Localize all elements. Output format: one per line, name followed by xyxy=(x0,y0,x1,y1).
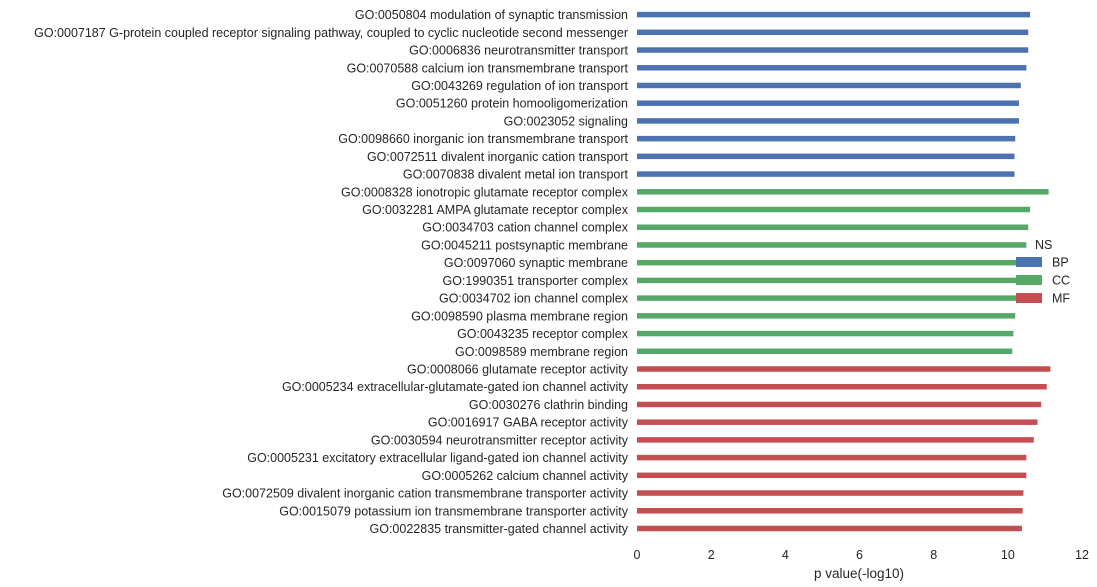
bar-mf-23 xyxy=(637,401,1042,408)
x-tick-label-0: 0 xyxy=(634,548,641,562)
bar-mf-24 xyxy=(637,419,1038,425)
category-label-7: GO:0023052 signaling xyxy=(504,114,628,128)
bar-bp-4 xyxy=(637,65,1027,71)
x-axis-label: p value(-log10) xyxy=(814,566,904,581)
x-tick-label-12: 12 xyxy=(1075,548,1089,562)
bar-bp-10 xyxy=(637,171,1015,177)
category-label-29: GO:0015079 potassium ion transmembrane t… xyxy=(279,504,629,518)
legend-title: NS xyxy=(1035,238,1052,252)
bar-bp-6 xyxy=(637,100,1019,106)
bar-cc-18 xyxy=(637,313,1016,319)
category-label-9: GO:0072511 divalent inorganic cation tra… xyxy=(367,150,629,164)
category-label-5: GO:0043269 regulation of ion transport xyxy=(411,79,628,93)
legend-swatch-bp xyxy=(1016,257,1042,267)
bar-cc-11 xyxy=(637,189,1049,195)
category-label-26: GO:0005231 excitatory extracellular liga… xyxy=(247,451,629,465)
category-labels: GO:0050804 modulation of synaptic transm… xyxy=(34,8,629,536)
x-tick-label-2: 2 xyxy=(708,548,715,562)
x-tick-label-6: 6 xyxy=(856,548,863,562)
legend-label-cc: CC xyxy=(1052,274,1070,288)
legend: NS BP CC MF xyxy=(1016,238,1070,306)
category-label-11: GO:0008328 ionotropic glutamate receptor… xyxy=(341,185,629,199)
bar-mf-28 xyxy=(637,490,1024,496)
x-tick-label-8: 8 xyxy=(930,548,937,562)
bar-mf-21 xyxy=(637,366,1051,372)
bars-layer xyxy=(637,11,1051,532)
category-label-25: GO:0030594 neurotransmitter receptor act… xyxy=(371,433,629,447)
category-label-23: GO:0030276 clathrin binding xyxy=(469,398,628,412)
category-label-22: GO:0005234 extracellular-glutamate-gated… xyxy=(282,380,629,394)
category-label-27: GO:0005262 calcium channel activity xyxy=(422,469,629,483)
bar-cc-19 xyxy=(637,330,1014,337)
category-label-21: GO:0008066 glutamate receptor activity xyxy=(407,363,629,377)
x-tick-label-4: 4 xyxy=(782,548,789,562)
category-label-19: GO:0043235 receptor complex xyxy=(457,327,629,341)
category-label-18: GO:0098590 plasma membrane region xyxy=(411,309,628,323)
bar-mf-25 xyxy=(637,437,1034,443)
x-tick-labels: 0 2 4 6 8 10 12 xyxy=(634,548,1089,562)
bar-mf-22 xyxy=(637,383,1047,390)
category-label-1: GO:0050804 modulation of synaptic transm… xyxy=(355,8,628,22)
category-label-30: GO:0022835 transmitter-gated channel act… xyxy=(370,522,629,536)
bar-bp-3 xyxy=(637,47,1029,53)
legend-label-bp: BP xyxy=(1052,256,1069,270)
category-label-28: GO:0072509 divalent inorganic cation tra… xyxy=(222,487,629,501)
category-label-10: GO:0070838 divalent metal ion transport xyxy=(403,168,629,182)
category-label-12: GO:0032281 AMPA glutamate receptor compl… xyxy=(362,203,629,217)
category-label-20: GO:0098589 membrane region xyxy=(455,345,628,359)
bar-cc-17 xyxy=(637,295,1016,301)
bar-cc-16 xyxy=(637,277,1018,284)
legend-entries: BP CC MF xyxy=(1016,256,1070,306)
bar-cc-12 xyxy=(637,206,1031,213)
bar-bp-8 xyxy=(637,135,1016,142)
bar-mf-30 xyxy=(637,525,1022,532)
bar-bp-1 xyxy=(637,11,1031,18)
category-label-4: GO:0070588 calcium ion transmembrane tra… xyxy=(347,61,629,75)
category-label-15: GO:0097060 synaptic membrane xyxy=(444,256,628,270)
bar-mf-29 xyxy=(637,508,1023,514)
bar-bp-2 xyxy=(637,29,1029,36)
bar-mf-27 xyxy=(637,472,1027,479)
bar-mf-26 xyxy=(637,454,1027,461)
category-label-2: GO:0007187 G-protein coupled receptor si… xyxy=(34,26,628,40)
bar-bp-9 xyxy=(637,153,1015,160)
legend-swatch-cc xyxy=(1016,275,1042,285)
category-label-6: GO:0051260 protein homooligomerization xyxy=(396,97,628,111)
bar-cc-20 xyxy=(637,348,1013,355)
bar-bp-7 xyxy=(637,118,1019,124)
category-label-13: GO:0034703 cation channel complex xyxy=(422,221,628,235)
category-label-3: GO:0006836 neurotransmitter transport xyxy=(409,44,628,58)
category-label-16: GO:1990351 transporter complex xyxy=(442,274,628,288)
x-tick-label-10: 10 xyxy=(1001,548,1015,562)
bar-cc-15 xyxy=(637,259,1025,266)
category-label-24: GO:0016917 GABA receptor activity xyxy=(428,416,629,430)
bar-cc-13 xyxy=(637,224,1029,230)
bar-bp-5 xyxy=(637,82,1021,89)
bar-cc-14 xyxy=(637,242,1027,248)
legend-label-mf: MF xyxy=(1052,292,1070,306)
legend-swatch-mf xyxy=(1016,293,1042,303)
category-label-17: GO:0034702 ion channel complex xyxy=(439,292,629,306)
category-label-14: GO:0045211 postsynaptic membrane xyxy=(421,238,628,252)
category-label-8: GO:0098660 inorganic ion transmembrane t… xyxy=(338,132,628,146)
